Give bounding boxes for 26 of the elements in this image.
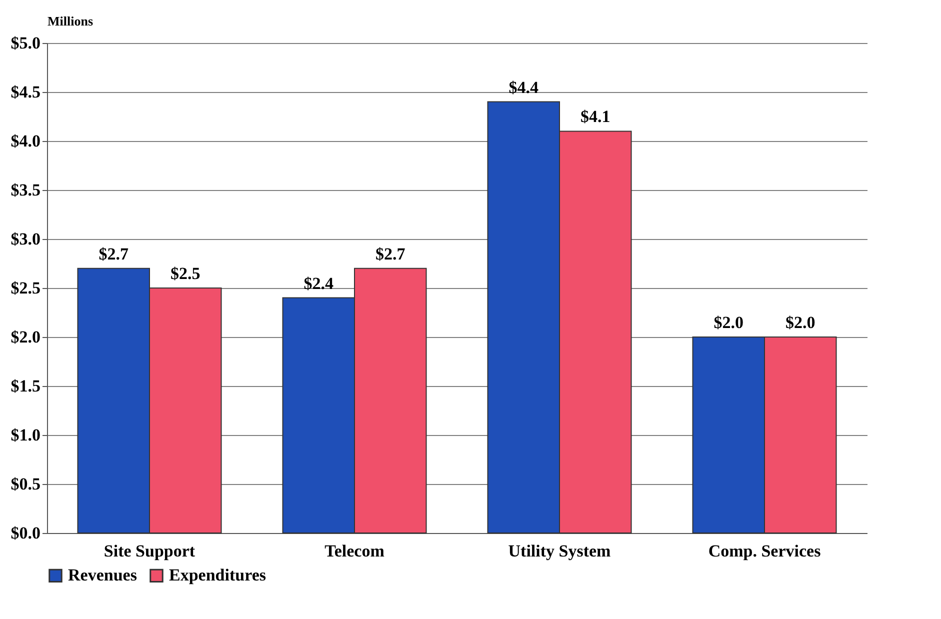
y-tick-label: $0.0	[10, 524, 40, 542]
data-label: $2.4	[304, 274, 334, 293]
y-tick-label: $3.5	[10, 180, 40, 200]
data-label: $2.0	[714, 313, 744, 332]
y-tick-label: $0.5	[10, 474, 40, 494]
data-label: $2.7	[376, 244, 406, 264]
y-tick-label: $2.0	[10, 328, 40, 346]
data-label: $4.1	[580, 107, 610, 126]
data-label: $2.5	[170, 264, 200, 283]
data-label: $2.7	[98, 244, 129, 264]
y-tick-label: $1.0	[10, 426, 40, 444]
x-tick-label: Telecom	[324, 542, 384, 560]
data-label: $4.4	[508, 78, 539, 97]
y-tick-label: $2.5	[10, 278, 40, 298]
x-tick-label: Comp. Services	[708, 542, 822, 560]
x-tick-label: Site Support	[104, 542, 196, 560]
y-tick-label: $1.5	[10, 376, 40, 396]
y-axis-title: Millions	[48, 14, 94, 28]
legend-label: Revenues	[68, 566, 138, 585]
y-tick-label: $5.0	[10, 34, 40, 52]
legend-label: Expenditures	[169, 566, 266, 585]
y-tick-label: $3.0	[10, 230, 40, 248]
y-tick-label: $4.0	[10, 132, 40, 150]
data-label: $2.0	[786, 313, 816, 332]
x-tick-label: Utility System	[508, 542, 611, 560]
y-tick-label: $4.5	[10, 82, 40, 102]
